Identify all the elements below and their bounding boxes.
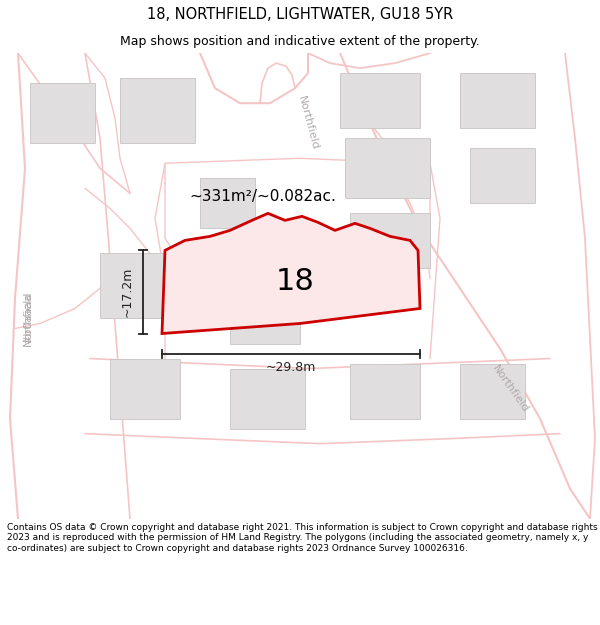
Text: #b0aaaa: #b0aaaa <box>23 293 33 344</box>
Text: Northfield: Northfield <box>490 363 530 414</box>
Bar <box>100 253 175 319</box>
Bar <box>340 73 420 128</box>
Bar <box>470 148 535 203</box>
Text: Contains OS data © Crown copyright and database right 2021. This information is : Contains OS data © Crown copyright and d… <box>7 523 598 552</box>
Bar <box>30 83 95 143</box>
Bar <box>110 359 180 419</box>
Bar <box>230 369 305 429</box>
Text: ~29.8m: ~29.8m <box>266 361 316 374</box>
Bar <box>120 78 195 143</box>
Bar <box>345 138 430 198</box>
Text: ~17.2m: ~17.2m <box>121 267 133 317</box>
Text: ~331m²/~0.082ac.: ~331m²/~0.082ac. <box>190 189 337 204</box>
Text: Northfield: Northfield <box>23 291 33 346</box>
Polygon shape <box>162 213 420 334</box>
Bar <box>200 178 255 228</box>
Bar <box>460 73 535 128</box>
Bar <box>350 364 420 419</box>
Text: Map shows position and indicative extent of the property.: Map shows position and indicative extent… <box>120 35 480 48</box>
Bar <box>230 278 300 344</box>
Bar <box>460 364 525 419</box>
Text: 18: 18 <box>275 267 314 296</box>
Bar <box>350 213 430 268</box>
Text: Northfield: Northfield <box>296 95 320 151</box>
Text: 18, NORTHFIELD, LIGHTWATER, GU18 5YR: 18, NORTHFIELD, LIGHTWATER, GU18 5YR <box>147 8 453 22</box>
